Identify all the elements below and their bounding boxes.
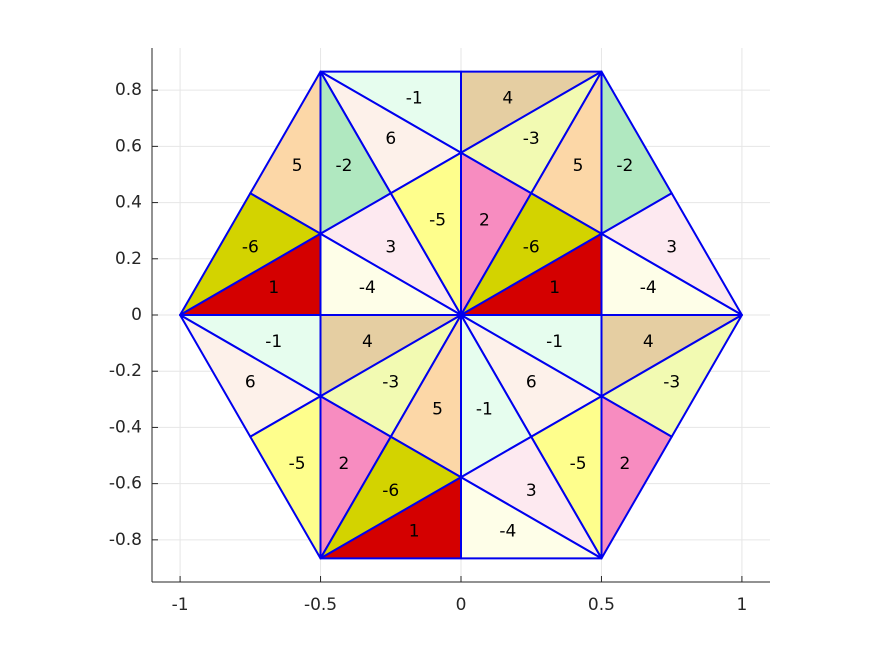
triangle-33 — [600, 395, 673, 560]
triangle-label: 6 — [245, 373, 256, 393]
y-tick-label: -0.4 — [109, 417, 142, 437]
y-tick-label: 0.8 — [115, 80, 142, 100]
y-tick-label: 0.2 — [115, 249, 142, 269]
triangle-label: -6 — [523, 237, 540, 257]
triangle-label: 4 — [502, 89, 513, 109]
x-tick-label: -1 — [172, 595, 189, 615]
triangle-label: 2 — [479, 210, 490, 230]
triangle-label: -3 — [523, 129, 540, 149]
triangle-label: 2 — [339, 454, 350, 474]
y-tick-label: 0.4 — [115, 193, 142, 213]
triangle-label: 5 — [432, 400, 443, 420]
triangle-label: 6 — [385, 129, 396, 149]
triangle-label: -1 — [476, 400, 493, 420]
triangle-label: -5 — [289, 454, 306, 474]
triangle-label: -4 — [640, 278, 657, 298]
x-tick-label: 0 — [456, 595, 467, 615]
x-tick-label: -0.5 — [304, 595, 337, 615]
triangle-label: -1 — [546, 332, 563, 352]
triangle-label: 5 — [292, 156, 303, 176]
triangle-label: 3 — [666, 237, 677, 257]
triangle-label: -2 — [335, 156, 352, 176]
triangle-label: 4 — [643, 332, 654, 352]
triangle-label: -1 — [265, 332, 282, 352]
triangle-label: 3 — [385, 237, 396, 257]
triangle-label: -4 — [359, 278, 376, 298]
y-tick-labels: -0.8 -0.6 -0.4 -0.2 0 0.2 0.4 0.6 0.8 — [109, 80, 158, 550]
triangle-label: -4 — [499, 521, 516, 541]
triangle-label: 6 — [526, 373, 537, 393]
y-tick-label: -0.6 — [109, 474, 142, 494]
y-tick-label: -0.8 — [109, 530, 142, 550]
triangle-label: 5 — [573, 156, 584, 176]
x-tick-label: 1 — [736, 595, 747, 615]
triangle-labels: -1 6 -2 5 -6 1 3 -4 -5 4 -3 5 -2 2 -6 1 3 -4 -1 6 -5 4 -3 2 5 -6 1… — [242, 89, 680, 542]
triangle-35 — [460, 476, 603, 560]
x-tick-labels: -1 -0.5 0 0.5 1 — [172, 576, 747, 615]
triangle-label: -1 — [406, 89, 423, 109]
y-tick-label: 0.6 — [115, 136, 142, 156]
triangle-label: -6 — [242, 237, 259, 257]
triangle-patches — [179, 70, 743, 560]
triangle-label: -6 — [382, 481, 399, 501]
triangle-label: 3 — [526, 481, 537, 501]
triangle-label: 1 — [268, 278, 279, 298]
triangle-label: -2 — [616, 156, 633, 176]
triangle-label: -3 — [663, 373, 680, 393]
triangle-label: 1 — [409, 521, 420, 541]
triangle-label: 1 — [549, 278, 560, 298]
triangle-label: -5 — [429, 210, 446, 230]
y-tick-label: 0 — [131, 305, 142, 325]
x-tick-label: 0.5 — [588, 595, 615, 615]
y-tick-label: -0.2 — [109, 361, 142, 381]
triangle-label: 2 — [619, 454, 630, 474]
triangle-label: -3 — [382, 373, 399, 393]
triangle-label: -5 — [570, 454, 587, 474]
triangle-label: 4 — [362, 332, 373, 352]
